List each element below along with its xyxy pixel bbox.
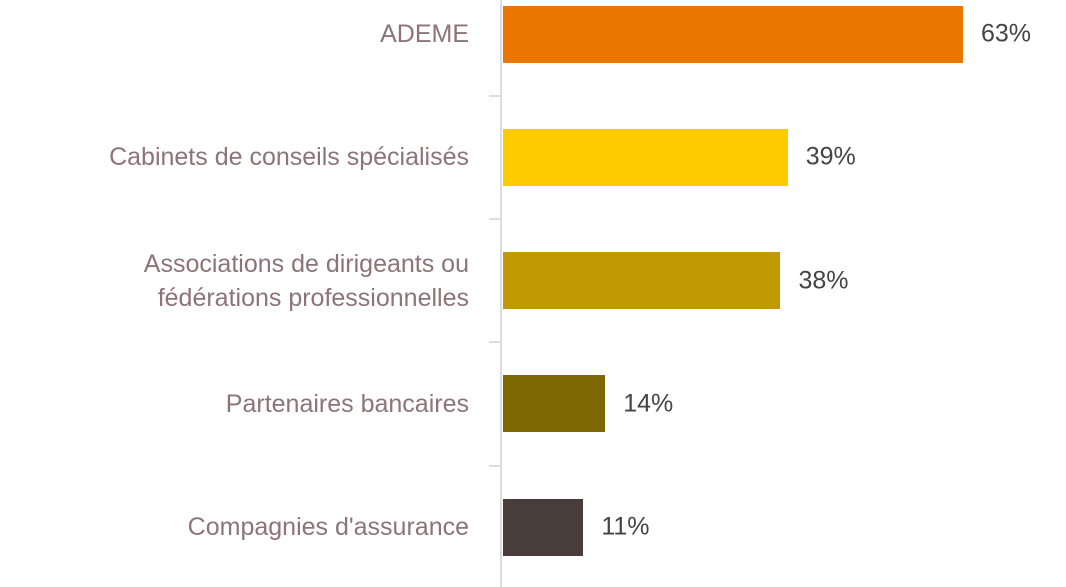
value-label: 14% xyxy=(623,389,674,418)
value-label: 39% xyxy=(805,142,856,171)
bar xyxy=(503,5,963,63)
bar xyxy=(503,498,584,556)
bar xyxy=(503,375,606,433)
category-separator xyxy=(489,341,501,344)
category-separator xyxy=(489,94,501,97)
category-label: Cabinets de conseils spécialisés xyxy=(109,143,469,172)
bar xyxy=(503,128,788,186)
category-separator xyxy=(489,217,501,220)
value-label: 38% xyxy=(798,266,849,295)
category-label: ADEME xyxy=(380,20,469,48)
category-separator xyxy=(489,464,501,467)
category-label: Partenaires bancaires xyxy=(225,389,469,418)
value-label: 63% xyxy=(981,19,1032,48)
value-label: 11% xyxy=(601,512,650,541)
category-label: Associations de dirigeants ou fédération… xyxy=(143,249,469,312)
category-label: Compagnies d'assurance xyxy=(187,513,469,542)
axis-line xyxy=(500,0,502,587)
bar xyxy=(503,252,781,310)
